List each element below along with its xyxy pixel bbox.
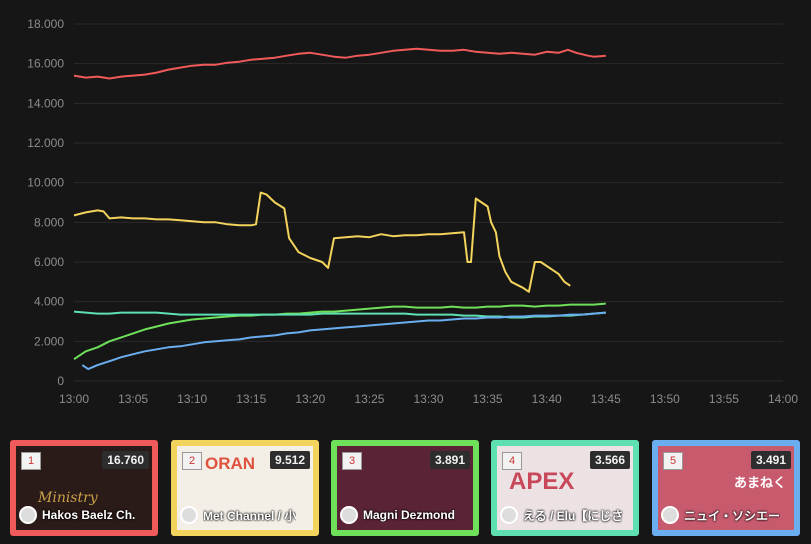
channel-card-5[interactable]: あまねく 5 3.491 ニュイ・ソシエー — [652, 440, 800, 536]
channel-row: える / Elu【にじさ — [500, 505, 631, 525]
x-tick-label: 13:50 — [650, 392, 680, 406]
channel-name: ニュイ・ソシエー — [684, 508, 781, 523]
viewer-line-chart: 0 2.000 4.000 6.000 8.000 10.000 12.000 14.000 1… — [27, 17, 798, 406]
channel-name: える / Elu【にじさ — [523, 508, 624, 523]
channel-name: Hakos Baelz Ch. — [42, 508, 136, 522]
channel-row: ニュイ・ソシエー — [661, 505, 792, 525]
y-tick-label: 4.000 — [34, 295, 64, 309]
channel-card-4[interactable]: APEX 4 3.566 える / Elu【にじさ — [491, 440, 639, 536]
viewer-count: 3.891 — [429, 451, 470, 469]
x-tick-label: 13:45 — [591, 392, 621, 406]
y-axis-ticks: 0 2.000 4.000 6.000 8.000 10.000 12.000 14.000 1… — [27, 17, 64, 388]
y-tick-label: 0 — [57, 374, 64, 388]
avatar — [500, 506, 518, 524]
avatar — [180, 506, 198, 524]
y-tick-label: 10.000 — [27, 176, 64, 190]
channel-card-1[interactable]: Ministry 1 16.760 Hakos Baelz Ch. — [10, 440, 158, 536]
x-tick-label: 13:20 — [295, 392, 325, 406]
avatar — [19, 506, 37, 524]
thumbnail-caption: ORAN — [205, 454, 256, 473]
rank-badge: 5 — [663, 452, 683, 470]
rank-badge: 1 — [21, 452, 41, 470]
chart-series — [73, 47, 606, 371]
series-line-5 — [81, 311, 606, 371]
viewer-count: 3.491 — [750, 451, 791, 469]
viewer-count: 3.566 — [589, 451, 630, 469]
thumbnail-caption: APEX — [509, 468, 575, 495]
viewer-count: 16.760 — [102, 451, 149, 469]
x-tick-label: 13:10 — [177, 392, 207, 406]
channel-row: Magni Dezmond — [340, 505, 471, 525]
top-channels: Ministry 1 16.760 Hakos Baelz Ch. ORAN 2… — [0, 440, 811, 536]
x-tick-label: 14:00 — [768, 392, 798, 406]
channel-row: Met Channel / 小 — [180, 505, 311, 525]
y-tick-label: 16.000 — [27, 57, 64, 71]
x-tick-label: 13:00 — [59, 392, 89, 406]
channel-card-2[interactable]: ORAN 2 9.512 Met Channel / 小 — [171, 440, 319, 536]
series-line-2 — [73, 191, 571, 293]
y-tick-label: 14.000 — [27, 96, 64, 110]
y-tick-label: 6.000 — [34, 255, 64, 269]
x-tick-label: 13:55 — [709, 392, 739, 406]
rank-badge: 2 — [182, 452, 202, 470]
x-tick-label: 13:15 — [236, 392, 266, 406]
y-tick-label: 12.000 — [27, 136, 64, 150]
channel-card-3[interactable]: 3 3.891 Magni Dezmond — [331, 440, 479, 536]
x-tick-label: 13:40 — [532, 392, 562, 406]
channel-name: Met Channel / 小 — [203, 508, 297, 523]
thumbnail-caption: あまねく — [733, 475, 786, 490]
chart-grid — [74, 23, 783, 382]
y-tick-label: 8.000 — [34, 215, 64, 229]
channel-row: Hakos Baelz Ch. — [19, 505, 150, 525]
viewer-count: 9.512 — [269, 451, 310, 469]
y-tick-label: 2.000 — [34, 334, 64, 348]
series-line-3 — [73, 302, 606, 361]
rank-badge: 4 — [502, 452, 522, 470]
x-tick-label: 13:35 — [473, 392, 503, 406]
avatar — [340, 506, 358, 524]
channel-name: Magni Dezmond — [363, 508, 455, 522]
x-tick-label: 13:30 — [413, 392, 443, 406]
rank-badge: 3 — [342, 452, 362, 470]
x-tick-label: 13:05 — [118, 392, 148, 406]
y-tick-label: 18.000 — [27, 17, 64, 31]
thumbnail-caption: Ministry — [38, 490, 98, 506]
series-line-1 — [73, 47, 606, 80]
x-axis-ticks: 13:00 13:05 13:10 13:15 13:20 13:25 13:30 13:35… — [59, 392, 798, 406]
x-tick-label: 13:25 — [354, 392, 384, 406]
avatar — [661, 506, 679, 524]
